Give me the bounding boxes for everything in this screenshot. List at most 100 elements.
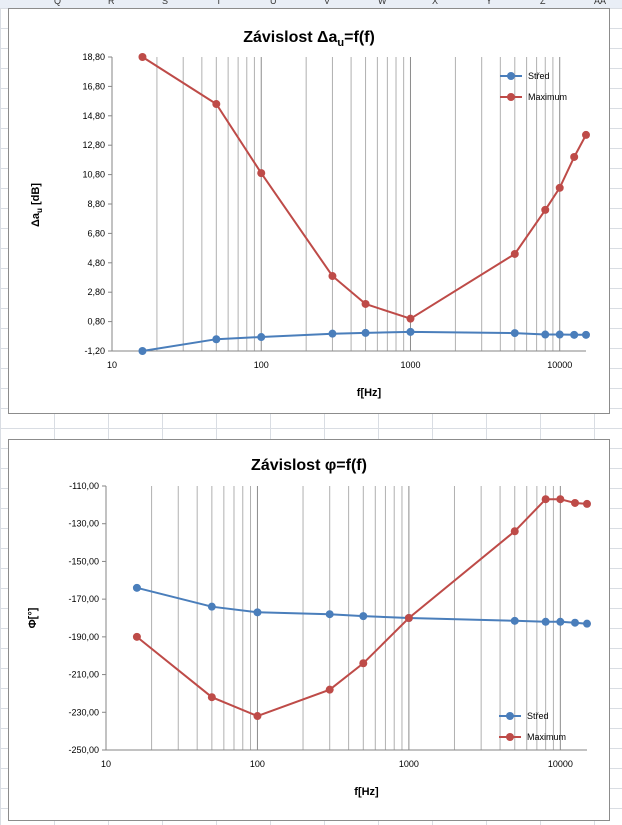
y-tick-label: -150,00 xyxy=(68,556,99,566)
y-tick-label: 14,80 xyxy=(82,111,105,121)
data-point xyxy=(571,618,580,627)
x-tick-label: 10 xyxy=(107,360,117,370)
y-tick-label: -250,00 xyxy=(68,745,99,755)
y-tick-label: 8,80 xyxy=(87,199,105,209)
y-tick-label: 6,80 xyxy=(87,228,105,238)
y-tick-label: -110,00 xyxy=(69,481,99,491)
data-point xyxy=(207,693,216,702)
x-tick-label: 10000 xyxy=(547,360,572,370)
y-tick-label: 4,80 xyxy=(87,258,105,268)
chart-title: Závislost Δau=f(f) xyxy=(243,29,375,49)
y-tick-label: 18,80 xyxy=(82,52,105,62)
column-letter: Q xyxy=(54,0,62,6)
y-tick-label: -130,00 xyxy=(68,519,99,529)
y-tick-label: 2,80 xyxy=(87,287,105,297)
chart-title: Závislost φ=f(f) xyxy=(251,457,367,474)
data-point xyxy=(583,619,591,628)
legend-marker xyxy=(507,72,515,80)
column-letter: Z xyxy=(540,0,546,6)
x-tick-label: 10 xyxy=(101,759,111,769)
x-tick-label: 10000 xyxy=(548,759,573,769)
y-tick-label: -230,00 xyxy=(68,707,99,717)
x-tick-label: 100 xyxy=(254,360,269,370)
data-point xyxy=(361,328,370,337)
data-point xyxy=(361,299,370,308)
chart-title-tail: =f(f) xyxy=(344,29,375,46)
y-axis-label: Φ[°] xyxy=(27,607,39,628)
y-tick-label: 16,80 xyxy=(82,81,105,91)
data-point xyxy=(328,272,337,281)
data-point xyxy=(510,527,519,536)
data-point xyxy=(556,617,565,626)
y-axis-label: Δau [dB] xyxy=(30,183,44,227)
legend-label: Maximum xyxy=(528,92,567,102)
data-point xyxy=(406,327,415,336)
chart-phase[interactable]: -110,00 -130,00 -150,00 -170,00 -190,00 -210,… xyxy=(8,439,610,821)
column-letter: U xyxy=(270,0,277,6)
data-point xyxy=(555,330,564,339)
column-letter: Y xyxy=(486,0,493,6)
data-point xyxy=(541,205,550,214)
legend-marker xyxy=(506,712,514,720)
data-point xyxy=(570,330,579,339)
legend-marker xyxy=(506,733,514,741)
data-point xyxy=(541,330,550,339)
data-point xyxy=(583,499,591,508)
legend-label: Střed xyxy=(528,71,550,81)
data-point xyxy=(138,53,147,61)
data-point xyxy=(132,632,141,641)
column-letter: R xyxy=(108,0,115,6)
data-point xyxy=(212,335,221,344)
column-letter: S xyxy=(162,0,169,6)
y-tick-label: 10,80 xyxy=(82,170,105,180)
x-tick-label: 1000 xyxy=(399,759,419,769)
data-point xyxy=(404,614,413,622)
data-point xyxy=(510,329,519,338)
chart-title-main: Závislost Δa xyxy=(243,29,337,46)
x-axis-label: f[Hz] xyxy=(357,387,382,399)
data-point xyxy=(328,329,337,338)
data-point xyxy=(555,183,564,192)
y-tick-label: -1,20 xyxy=(84,346,105,356)
y-tick-label: 0,80 xyxy=(87,317,105,327)
column-letter: W xyxy=(378,0,387,6)
data-point xyxy=(510,249,519,258)
y-axis-label-sub: u xyxy=(35,208,44,213)
data-point xyxy=(556,495,565,504)
data-point xyxy=(359,612,368,621)
data-point xyxy=(406,314,415,323)
series-line-1 xyxy=(136,498,588,718)
data-point xyxy=(325,610,334,619)
chart-phase-svg: -110,00 -130,00 -150,00 -170,00 -190,00 -210,… xyxy=(27,457,591,798)
data-point xyxy=(253,608,262,617)
data-point xyxy=(541,495,550,504)
y-tick-label: -170,00 xyxy=(68,594,99,604)
data-point xyxy=(207,602,216,611)
data-point xyxy=(570,152,579,161)
data-point xyxy=(132,583,141,592)
chart-title-sub: u xyxy=(337,37,344,49)
column-letter: AA xyxy=(594,0,607,6)
x-tick-label: 100 xyxy=(250,759,265,769)
data-point xyxy=(571,498,580,507)
data-point xyxy=(253,712,262,721)
column-letter: X xyxy=(432,0,439,6)
data-point xyxy=(541,617,550,626)
legend-marker xyxy=(507,93,515,101)
chart-gain[interactable]: 18,80 16,80 14,80 12,80 10,80 8,80 6,80 4,80 2,8… xyxy=(8,8,610,414)
data-point xyxy=(212,100,221,109)
data-point xyxy=(582,130,590,139)
chart-gain-svg: 18,80 16,80 14,80 12,80 10,80 8,80 6,80 4,80 2,8… xyxy=(30,29,590,399)
legend-label: Maximum xyxy=(527,732,566,742)
y-tick-label: -210,00 xyxy=(68,670,99,680)
data-point xyxy=(138,347,147,355)
data-point xyxy=(257,333,266,342)
y-axis-label-main: Δa xyxy=(30,212,42,227)
column-letter: T xyxy=(216,0,222,6)
data-point xyxy=(257,169,266,178)
data-point xyxy=(359,659,368,668)
data-point xyxy=(325,685,334,694)
y-tick-label: 12,80 xyxy=(82,140,105,150)
column-letter: V xyxy=(324,0,331,6)
data-point xyxy=(582,330,590,339)
